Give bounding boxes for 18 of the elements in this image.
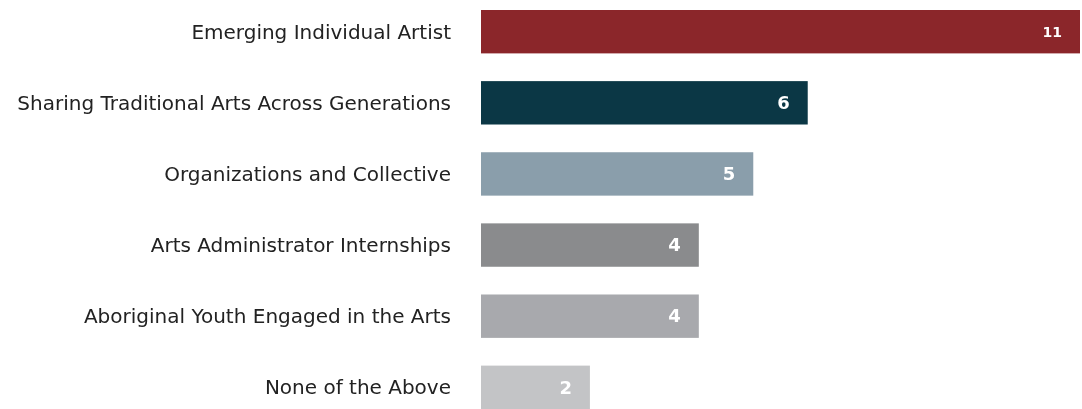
bar bbox=[481, 365, 590, 409]
data-label: 5 bbox=[722, 163, 736, 185]
y-tick-label: Sharing Traditional Arts Across Generations bbox=[17, 90, 451, 115]
bar bbox=[481, 223, 699, 267]
y-tick-label: Aboriginal Youth Engaged in the Arts bbox=[83, 304, 451, 329]
y-tick-label: Emerging Individual Artist bbox=[191, 19, 452, 44]
y-tick-label: Arts Administrator Internships bbox=[150, 233, 451, 258]
data-label: 4 bbox=[668, 305, 681, 327]
y-tick-label: None of the Above bbox=[264, 375, 451, 400]
data-label: 4 bbox=[668, 234, 681, 256]
bar bbox=[481, 81, 808, 125]
bar bbox=[481, 152, 754, 196]
bar bbox=[481, 294, 699, 338]
y-tick-label: Organizations and Collective bbox=[164, 161, 451, 186]
data-label: 11 bbox=[1042, 23, 1062, 40]
bar bbox=[481, 10, 1080, 54]
data-label: 2 bbox=[559, 376, 572, 398]
data-label: 6 bbox=[777, 92, 790, 114]
